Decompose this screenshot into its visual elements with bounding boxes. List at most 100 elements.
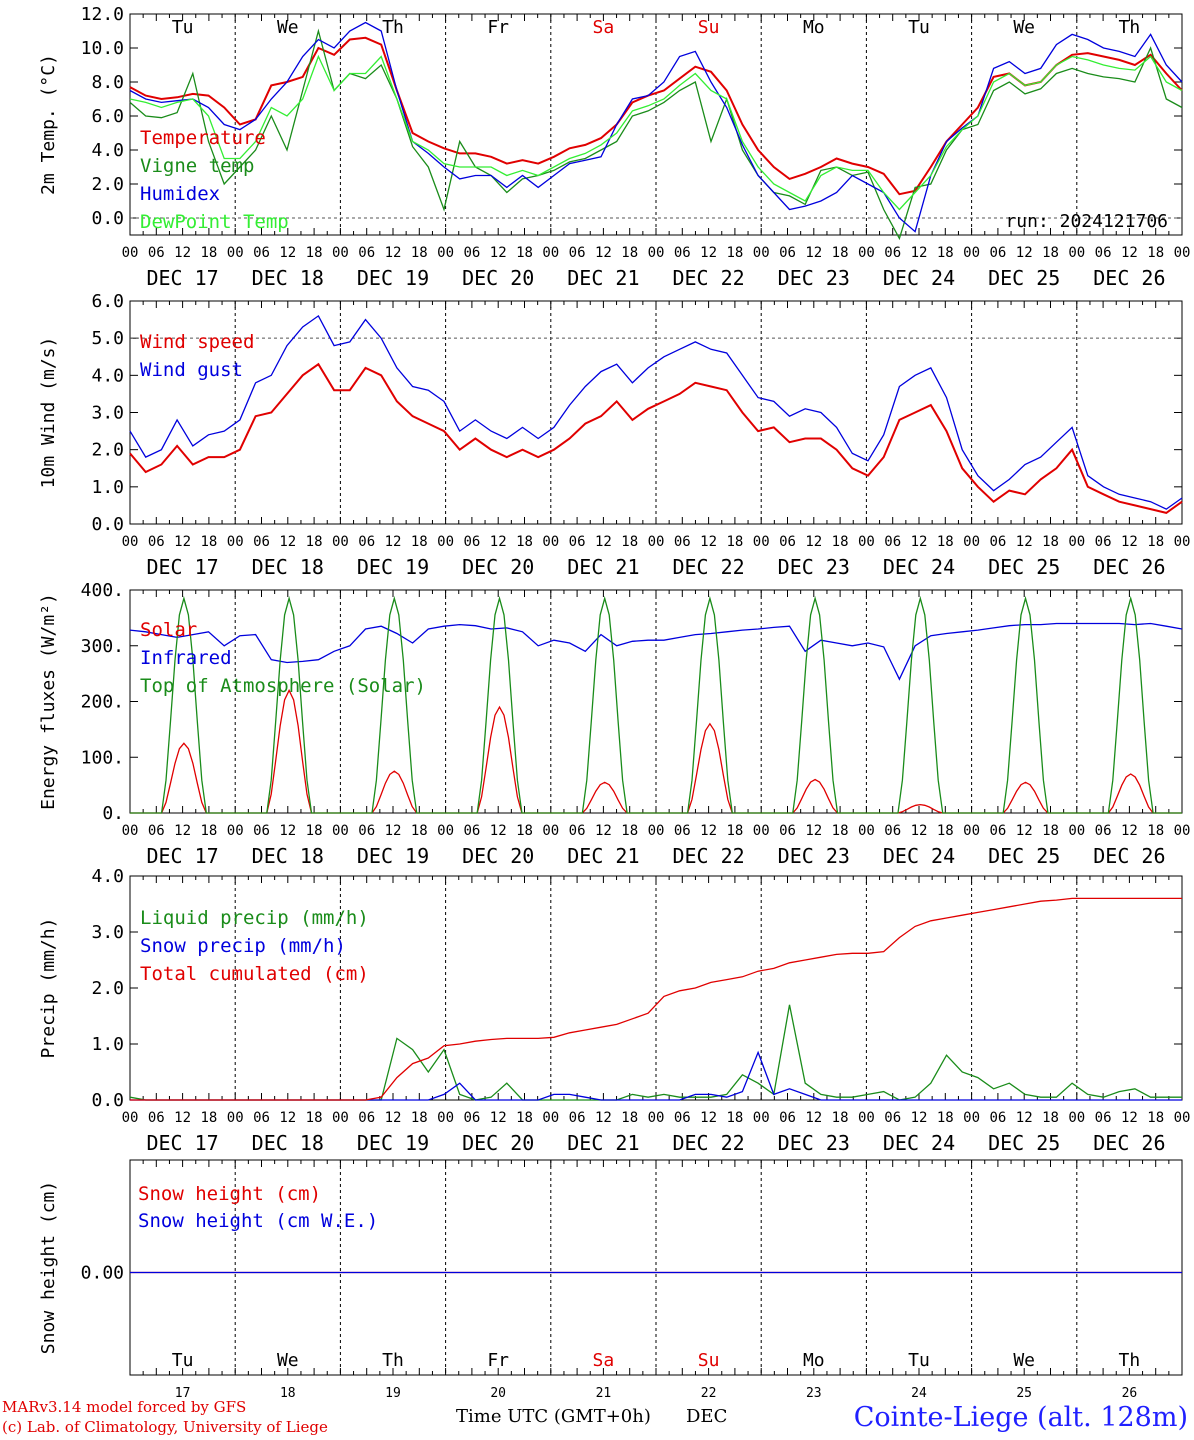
date-label: DEC 25 (988, 266, 1060, 290)
hour-tick-label: 06 (148, 1110, 165, 1126)
date-label: DEC 22 (672, 555, 744, 579)
y-tick-label: 0.0 (91, 514, 124, 535)
day-number-label: 24 (911, 1386, 927, 1400)
hour-tick-label: 00 (648, 1110, 665, 1126)
day-number-label: 22 (701, 1386, 717, 1400)
y-tick-label: 2.0 (91, 978, 124, 999)
date-label: DEC 20 (462, 266, 534, 290)
hour-tick-label: 06 (463, 823, 480, 839)
hour-tick-label: 18 (516, 1110, 533, 1126)
hour-tick-label: 00 (648, 534, 665, 550)
weekday-label: Fr (487, 1350, 509, 1371)
hour-tick-label: 12 (700, 1110, 717, 1126)
legend-entry: DewPoint Temp (140, 211, 289, 233)
hour-tick-label: 18 (726, 1110, 743, 1126)
hour-tick-label: 06 (884, 534, 901, 550)
legend-entry: Liquid precip (mm/h) (140, 907, 369, 929)
hour-tick-label: 18 (516, 245, 533, 261)
hour-tick-label: 18 (516, 534, 533, 550)
date-label: DEC 18 (252, 1131, 324, 1155)
y-tick-label: 2.0 (91, 440, 124, 461)
legend-entry: Solar (140, 619, 197, 641)
hour-tick-label: 12 (385, 245, 402, 261)
hour-tick-label: 06 (1095, 534, 1112, 550)
hour-tick-label: 06 (148, 534, 165, 550)
hour-tick-label: 18 (937, 1110, 954, 1126)
hour-tick-label: 06 (253, 1110, 270, 1126)
y-axis-title: 2m Temp. (°C) (38, 54, 59, 195)
date-label: DEC 20 (462, 1131, 534, 1155)
hour-tick-label: 00 (122, 534, 139, 550)
y-tick-label: 1.0 (91, 477, 124, 498)
hour-tick-label: 06 (253, 534, 270, 550)
hour-tick-label: 00 (1068, 823, 1085, 839)
hour-tick-label: 18 (200, 245, 217, 261)
hour-tick-label: 18 (1147, 1110, 1164, 1126)
hour-tick-label: 00 (648, 245, 665, 261)
hour-tick-label: 06 (674, 245, 691, 261)
hour-tick-label: 06 (989, 1110, 1006, 1126)
hour-tick-label: 00 (1068, 245, 1085, 261)
hour-tick-label: 06 (253, 245, 270, 261)
hour-tick-label: 00 (753, 245, 770, 261)
hour-tick-label: 12 (490, 1110, 507, 1126)
hour-tick-label: 06 (148, 823, 165, 839)
date-label: DEC 17 (146, 266, 218, 290)
date-label: DEC 22 (672, 266, 744, 290)
weekday-label: Su (698, 17, 720, 38)
weekday-label: Tu (172, 17, 194, 38)
hour-tick-label: 18 (937, 534, 954, 550)
hour-tick-label: 00 (227, 1110, 244, 1126)
date-label: DEC 20 (462, 555, 534, 579)
day-number-label: 23 (806, 1386, 822, 1400)
day-number-label: 17 (175, 1386, 191, 1400)
hour-tick-label: 18 (832, 534, 849, 550)
hour-tick-label: 06 (884, 245, 901, 261)
hour-tick-label: 00 (122, 823, 139, 839)
hour-tick-label: 12 (595, 823, 612, 839)
x-axis-title: Time UTC (GMT+0h) (456, 1406, 651, 1427)
hour-tick-label: 00 (542, 823, 559, 839)
date-label: DEC 17 (146, 844, 218, 868)
hour-tick-label: 18 (832, 823, 849, 839)
date-label: DEC 24 (883, 1131, 955, 1155)
hour-tick-label: 18 (726, 245, 743, 261)
y-tick-label: 0. (102, 803, 124, 824)
hour-tick-label: 06 (779, 245, 796, 261)
series-line-vigne-temp (129, 28, 1183, 241)
hour-tick-label: 06 (569, 245, 586, 261)
y-tick-label: 3.0 (91, 922, 124, 943)
hour-tick-label: 12 (174, 823, 191, 839)
date-label: DEC 25 (988, 555, 1060, 579)
hour-tick-label: 06 (148, 245, 165, 261)
hour-tick-label: 06 (989, 245, 1006, 261)
y-tick-label: 2.0 (91, 174, 124, 195)
hour-tick-label: 12 (174, 245, 191, 261)
y-tick-label: 0.0 (91, 1090, 124, 1111)
legend-entry: Vigne temp (140, 155, 254, 177)
date-label: DEC 19 (357, 1131, 429, 1155)
hour-tick-label: 06 (358, 534, 375, 550)
date-label: DEC 17 (146, 1131, 218, 1155)
hour-tick-label: 12 (911, 1110, 928, 1126)
hour-tick-label: 18 (726, 823, 743, 839)
hour-tick-label: 12 (490, 823, 507, 839)
date-label: DEC 22 (672, 844, 744, 868)
hour-tick-label: 18 (411, 534, 428, 550)
date-label: DEC 25 (988, 844, 1060, 868)
y-tick-label: 4.0 (91, 140, 124, 161)
hour-tick-label: 06 (463, 534, 480, 550)
hour-tick-label: 06 (463, 1110, 480, 1126)
hour-tick-label: 12 (1121, 534, 1138, 550)
hour-tick-label: 18 (306, 823, 323, 839)
date-label: DEC 24 (883, 844, 955, 868)
x-axis-month: DEC (686, 1406, 728, 1427)
lab-credit: (c) Lab. of Climatology, University of L… (2, 1418, 328, 1436)
date-label: DEC 19 (357, 266, 429, 290)
hour-tick-label: 18 (832, 245, 849, 261)
hour-tick-label: 06 (779, 823, 796, 839)
hour-tick-label: 18 (1042, 534, 1059, 550)
hour-tick-label: 00 (1174, 823, 1191, 839)
hour-tick-label: 00 (437, 245, 454, 261)
y-tick-label: 0.00 (81, 1263, 124, 1284)
